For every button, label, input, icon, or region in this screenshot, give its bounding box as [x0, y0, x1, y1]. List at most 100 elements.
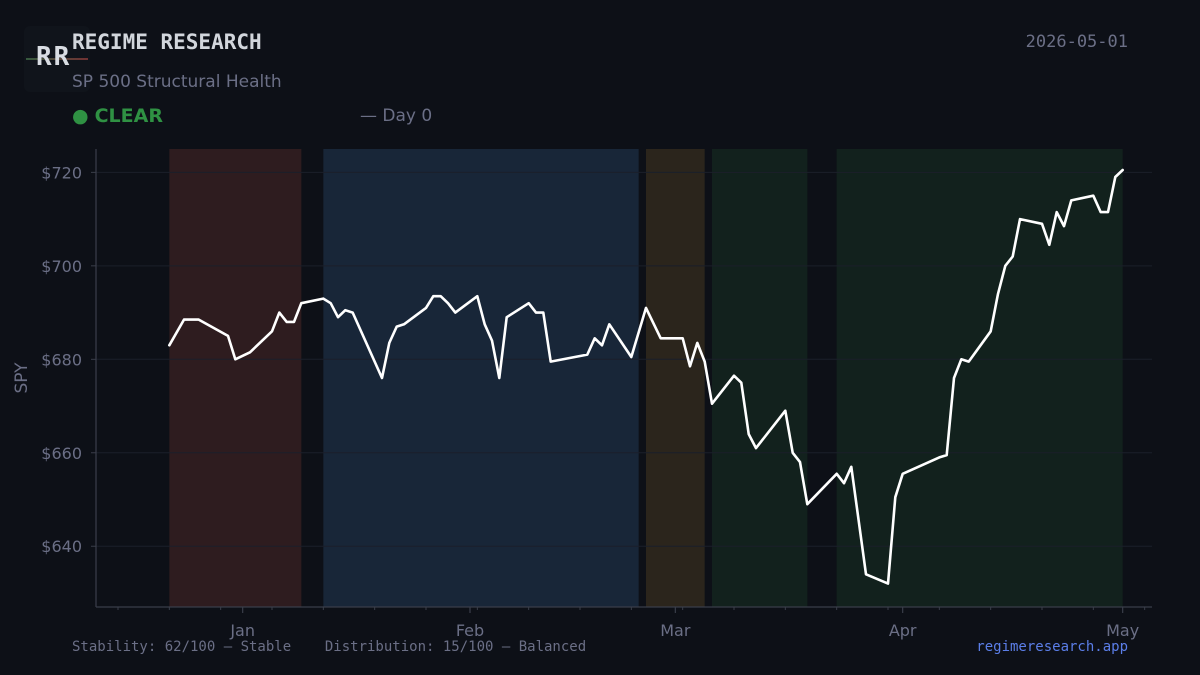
data-point	[938, 456, 940, 459]
data-point	[740, 382, 742, 384]
data-point	[447, 302, 449, 304]
data-point	[1114, 176, 1116, 178]
data-point	[748, 433, 750, 435]
data-point	[1019, 218, 1021, 220]
data-point	[198, 318, 200, 321]
regime-band-1	[323, 149, 639, 607]
data-point	[1012, 255, 1014, 258]
data-point	[960, 358, 962, 360]
y-tick-label: $700	[41, 257, 82, 276]
data-point	[396, 325, 398, 328]
data-point	[337, 316, 339, 318]
data-point	[894, 496, 896, 498]
data-point	[792, 452, 794, 454]
data-point	[997, 293, 999, 295]
data-point	[902, 473, 904, 475]
y-tick-label: $720	[41, 163, 82, 182]
data-point	[322, 297, 324, 300]
data-point	[645, 307, 647, 309]
data-point	[1107, 211, 1109, 213]
data-point	[454, 311, 456, 314]
data-point	[528, 302, 530, 304]
x-tick-label: Feb	[456, 621, 484, 640]
x-tick-label: Apr	[889, 621, 917, 640]
data-point	[550, 361, 552, 363]
data-point	[381, 377, 383, 379]
data-point	[660, 337, 662, 339]
data-point	[432, 295, 434, 297]
data-point	[946, 454, 948, 456]
data-point	[168, 344, 170, 346]
data-point	[491, 340, 493, 342]
data-point	[990, 330, 992, 332]
status-dot-icon: ●	[72, 105, 89, 127]
data-point	[1122, 169, 1124, 171]
data-point	[403, 323, 405, 325]
data-point	[425, 307, 427, 309]
logo: RR	[24, 26, 90, 92]
data-point	[1063, 225, 1065, 227]
data-point	[535, 311, 537, 314]
data-point	[286, 321, 288, 323]
data-point	[1100, 211, 1102, 213]
regime-band-0	[169, 149, 302, 607]
data-point	[476, 295, 478, 297]
data-point	[506, 316, 508, 318]
footer-link[interactable]: regimeresearch.app	[976, 639, 1128, 655]
data-point	[696, 342, 698, 344]
data-point	[293, 321, 295, 323]
data-point	[542, 311, 544, 314]
data-point	[843, 482, 845, 484]
regime-band-2	[646, 149, 705, 607]
data-point	[183, 318, 185, 321]
data-point	[344, 309, 346, 311]
data-point	[953, 377, 955, 379]
data-point	[388, 342, 390, 344]
status-label: CLEAR	[94, 105, 163, 127]
logo-wave-icon	[26, 58, 88, 60]
data-point	[249, 351, 251, 353]
data-point	[440, 295, 442, 297]
data-point	[498, 377, 500, 379]
data-point	[784, 410, 786, 412]
data-point	[271, 330, 273, 332]
day-counter: — Day 0	[360, 106, 433, 126]
data-point	[1048, 244, 1050, 246]
data-point	[1056, 211, 1058, 213]
chart-subtitle: SP 500 Structural Health	[72, 72, 282, 92]
data-point	[836, 473, 838, 475]
data-point	[887, 583, 889, 585]
data-point	[689, 365, 691, 367]
report-date: 2026-05-01	[1025, 32, 1128, 52]
footer-metrics: Stability: 62/100 — Stable Distribution:…	[72, 639, 587, 655]
data-point	[1092, 195, 1094, 197]
data-point	[227, 335, 229, 337]
x-tick-label: Mar	[660, 621, 691, 640]
data-point	[608, 323, 610, 325]
data-point	[799, 461, 801, 463]
y-tick-label: $680	[41, 350, 82, 369]
data-point	[711, 403, 713, 405]
data-point	[630, 356, 632, 358]
y-axis-label: SPY	[12, 362, 32, 394]
x-tick-label: May	[1106, 621, 1139, 640]
data-point	[484, 323, 486, 325]
data-point	[682, 337, 684, 339]
data-point	[865, 573, 867, 575]
data-point	[704, 361, 706, 363]
data-point	[300, 302, 302, 304]
data-point	[330, 302, 332, 304]
regime-band-4	[836, 149, 1123, 607]
data-point	[278, 311, 280, 314]
data-point	[806, 503, 808, 505]
x-tick-label: Jan	[229, 621, 255, 640]
logo-text: RR	[36, 42, 72, 72]
data-point	[1041, 223, 1043, 225]
data-point	[594, 337, 596, 339]
data-point	[1004, 265, 1006, 267]
data-point	[968, 361, 970, 363]
data-point	[850, 466, 852, 468]
data-point	[234, 358, 236, 360]
data-point	[601, 344, 603, 346]
